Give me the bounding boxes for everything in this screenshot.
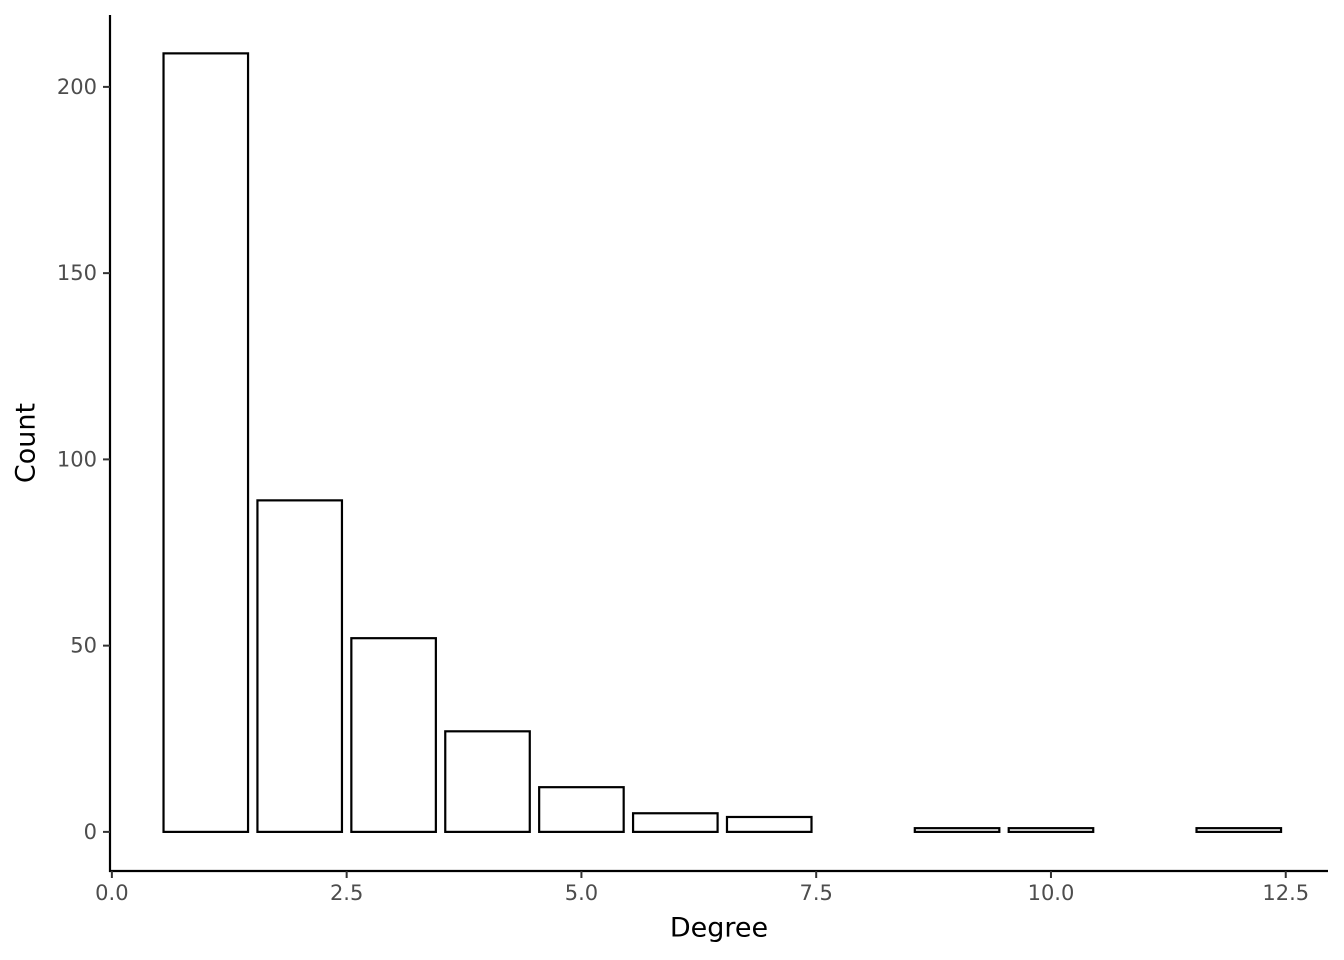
y-tick-label: 100 (57, 447, 97, 471)
y-tick-label: 200 (57, 75, 97, 99)
bar (256, 499, 344, 833)
bar (631, 812, 719, 833)
bar (162, 52, 250, 833)
bar (1007, 827, 1095, 833)
bar (1195, 827, 1283, 833)
x-axis-title: Degree (670, 913, 768, 944)
bar (350, 637, 437, 833)
bar (444, 730, 531, 833)
y-axis-title: Count (11, 403, 42, 483)
bar (913, 827, 1001, 833)
x-tick-label: 12.5 (1262, 881, 1309, 905)
x-tick-label: 5.0 (565, 881, 598, 905)
x-tick-label: 10.0 (1028, 881, 1075, 905)
y-tick-label: 150 (57, 261, 97, 285)
x-tick-label: 0.0 (95, 881, 128, 905)
y-tick-label: 0 (84, 820, 97, 844)
bar (725, 815, 813, 833)
x-tick-label: 2.5 (330, 881, 363, 905)
y-tick-label: 50 (70, 634, 97, 658)
x-tick-label: 7.5 (799, 881, 832, 905)
bar (538, 786, 625, 833)
